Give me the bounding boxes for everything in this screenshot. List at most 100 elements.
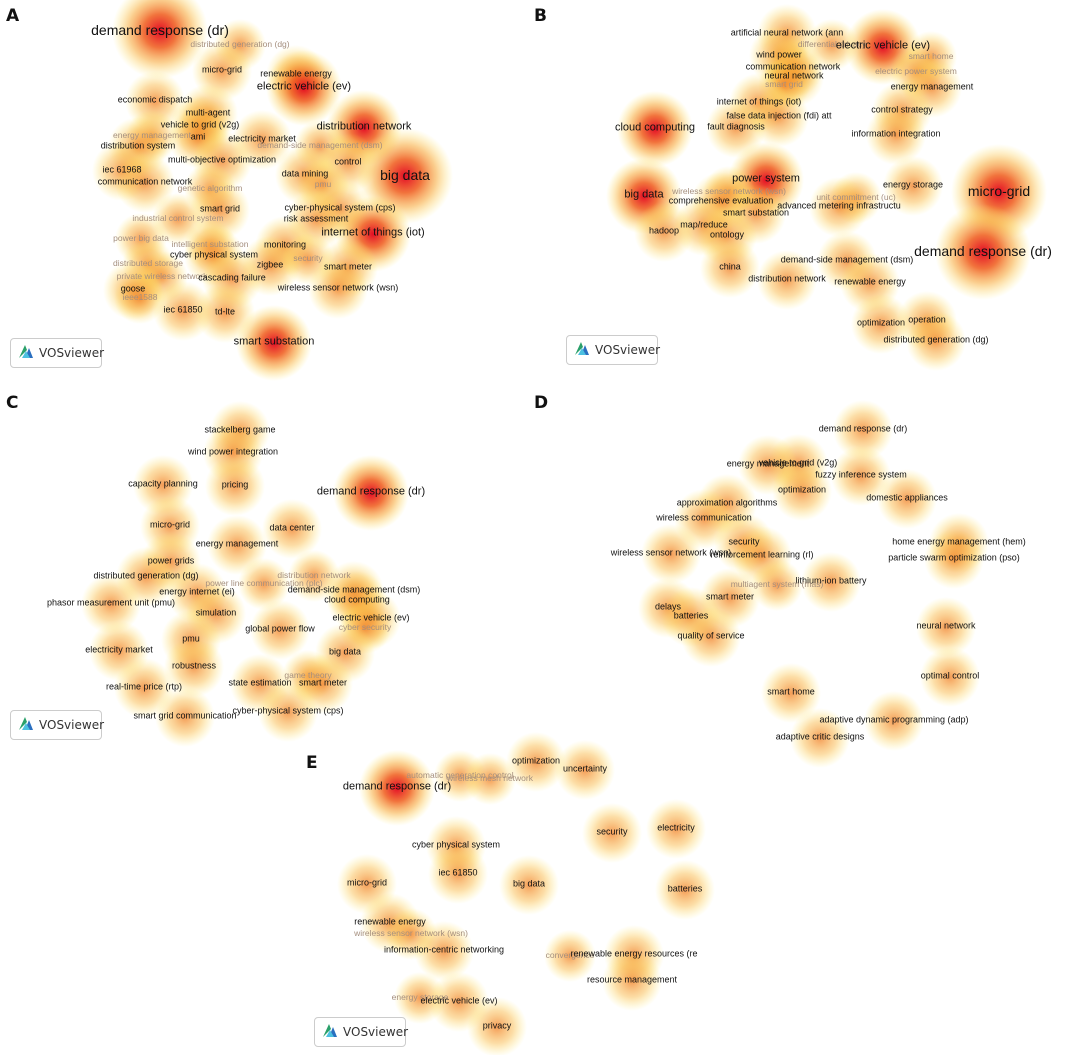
keyword-label[interactable]: stackelberg game [204,424,276,435]
keyword-label[interactable]: multiagent system (mas) [730,578,824,589]
vosviewer-badge[interactable]: VOSviewer [566,335,660,365]
keyword-label[interactable]: big data [512,878,546,889]
keyword-label[interactable]: demand-side management (dsm) [287,584,421,595]
keyword-label[interactable]: demand response (dr) [316,485,426,498]
keyword-label[interactable]: communication network [97,176,193,187]
keyword-label[interactable]: demand response (dr) [91,22,229,38]
keyword-label[interactable]: lithium-ion battery [795,575,867,586]
keyword-label[interactable]: industrial control system [132,212,224,223]
keyword-label[interactable]: smart grid [199,203,241,214]
keyword-label[interactable]: adaptive dynamic programming (adp) [819,714,969,725]
keyword-label[interactable]: optimization [777,484,827,495]
keyword-label[interactable]: reinforcement learning (rl) [710,549,814,560]
keyword-label[interactable]: micro-grid [346,877,388,888]
keyword-label[interactable]: monitoring [263,239,307,250]
keyword-label[interactable]: state estimation [228,677,292,688]
keyword-label[interactable]: smart meter [705,591,755,602]
keyword-label[interactable]: cloud computing [324,594,390,605]
keyword-label[interactable]: energy management [195,538,279,549]
keyword-label[interactable]: wireless sensor network (wsn) [672,185,786,196]
keyword-label[interactable]: cascading failure [198,272,266,283]
keyword-label[interactable]: adaptive critic designs [775,731,865,742]
keyword-label[interactable]: operation [908,314,946,325]
keyword-label[interactable]: demand-side management (dsm) [780,254,914,265]
keyword-label[interactable]: control [334,156,362,167]
keyword-label[interactable]: cyber physical system [169,249,259,260]
keyword-label[interactable]: approximation algorithms [676,497,778,508]
keyword-label[interactable]: renewable energy [354,916,426,927]
keyword-label[interactable]: communication network [745,61,841,72]
keyword-label[interactable]: security [293,252,323,263]
keyword-label[interactable]: information integration [851,128,941,139]
keyword-label[interactable]: goose [120,283,146,294]
keyword-label[interactable]: zigbee [256,259,284,270]
keyword-label[interactable]: electric vehicle (ev) [835,39,931,52]
keyword-label[interactable]: power grids [147,555,195,566]
keyword-label[interactable]: pricing [221,479,249,490]
keyword-label[interactable]: demand response (dr) [914,243,1052,259]
keyword-label[interactable]: distributed storage [113,257,183,268]
keyword-label[interactable]: intelligent substation [171,238,249,249]
keyword-label[interactable]: optimal control [920,670,980,681]
keyword-label[interactable]: vehicle to grid (v2g) [758,457,838,468]
keyword-label[interactable]: resource management [586,974,678,985]
keyword-label[interactable]: simulation [195,607,237,618]
keyword-label[interactable]: convergence [545,949,595,960]
keyword-label[interactable]: domestic appliances [866,492,948,503]
keyword-label[interactable]: smart home [767,686,815,697]
keyword-label[interactable]: internet of things (iot) [321,226,425,239]
keyword-label[interactable]: risk assessment [283,213,349,224]
keyword-label[interactable]: iec 61968 [102,164,142,175]
keyword-label[interactable]: micro-grid [967,183,1031,199]
keyword-label[interactable]: smart meter [298,677,348,688]
keyword-label[interactable]: ontology [709,229,745,240]
keyword-label[interactable]: electric power system [875,65,957,76]
keyword-label[interactable]: uncertainty [562,763,608,774]
keyword-label[interactable]: distributed generation (dg) [190,38,290,49]
keyword-label[interactable]: vehicle to grid (v2g) [160,119,240,130]
keyword-label[interactable]: map/reduce [680,219,728,230]
keyword-label[interactable]: private wireless network [116,270,208,281]
keyword-label[interactable]: home energy management (hem) [892,536,1026,547]
keyword-label[interactable]: wireless communication [656,512,752,523]
keyword-label[interactable]: ieee1588 [122,291,158,302]
keyword-label[interactable]: global power flow [245,623,315,634]
keyword-label[interactable]: robustness [171,660,217,671]
keyword-label[interactable]: cyber-physical system (cps) [232,705,344,716]
keyword-label[interactable]: electricity market [85,644,153,655]
keyword-label[interactable]: differential privacy [797,38,867,49]
keyword-label[interactable]: renewable energy [834,276,906,287]
keyword-label[interactable]: game theory [284,669,332,680]
keyword-label[interactable]: real-time price (rtp) [105,681,183,692]
keyword-label[interactable]: wind power [756,49,802,60]
keyword-label[interactable]: false data injection (fdi) att [726,110,832,121]
keyword-label[interactable]: cyber-physical system (cps) [284,202,396,213]
keyword-label[interactable]: fault diagnosis [707,121,765,132]
keyword-label[interactable]: smart home [908,50,954,61]
keyword-label[interactable]: electricity [657,822,695,833]
vosviewer-badge[interactable]: VOSviewer [314,1017,408,1047]
keyword-label[interactable]: delays [654,601,682,612]
keyword-label[interactable]: security [728,536,760,547]
keyword-label[interactable]: demand response (dr) [818,423,908,434]
keyword-label[interactable]: energy internet (ei) [159,586,235,597]
vosviewer-badge[interactable]: VOSviewer [10,710,104,740]
keyword-label[interactable]: renewable energy resources (re [570,948,698,959]
keyword-label[interactable]: distribution network [277,569,351,580]
keyword-label[interactable]: big data [624,188,664,201]
keyword-label[interactable]: information-centric networking [383,944,505,955]
keyword-label[interactable]: big data [328,646,362,657]
keyword-label[interactable]: neural network [764,70,824,81]
keyword-label[interactable]: distribution network [316,120,412,133]
keyword-label[interactable]: china [719,261,741,272]
keyword-label[interactable]: batteries [667,883,703,894]
keyword-label[interactable]: distribution system [100,140,176,151]
keyword-label[interactable]: wireless sensor network (wsn) [610,547,732,558]
keyword-label[interactable]: optimization [511,755,561,766]
keyword-label[interactable]: electric vehicle (ev) [332,612,410,623]
keyword-label[interactable]: distributed generation (dg) [93,570,199,581]
keyword-label[interactable]: wireless mesh network [447,772,533,783]
keyword-label[interactable]: control strategy [871,104,933,115]
keyword-label[interactable]: electric vehicle (ev) [420,995,498,1006]
keyword-label[interactable]: big data [380,167,430,183]
